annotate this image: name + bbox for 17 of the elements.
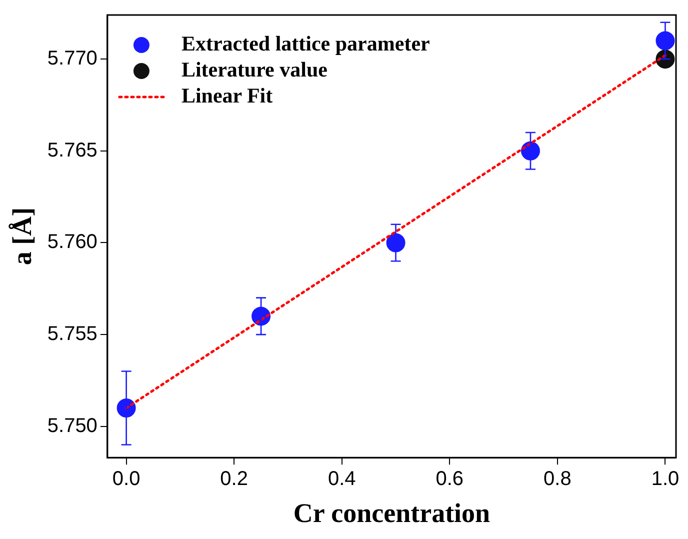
- legend-label: Extracted lattice parameter: [181, 31, 430, 56]
- x-tick-label: 0.6: [436, 468, 464, 490]
- legend-label: Linear Fit: [181, 83, 273, 108]
- x-tick-label: 1.0: [651, 468, 680, 490]
- y-tick-label: 5.770: [47, 48, 98, 70]
- x-tick-label: 0.0: [112, 468, 140, 490]
- x-tick-label: 0.8: [544, 468, 572, 490]
- x-axis-title: Cr concentration: [293, 498, 490, 528]
- x-tick-label: 0.4: [328, 468, 356, 490]
- legend-label: Literature value: [181, 57, 328, 82]
- y-tick-label: 5.750: [47, 414, 98, 437]
- y-axis-title: a [Å]: [7, 207, 38, 266]
- x-tick-label: 0.2: [220, 468, 248, 490]
- y-tick-label: 5.765: [47, 139, 98, 162]
- point: [656, 31, 675, 50]
- y-tick-label: 5.760: [47, 231, 98, 254]
- y-tick-label: 5.755: [47, 323, 98, 346]
